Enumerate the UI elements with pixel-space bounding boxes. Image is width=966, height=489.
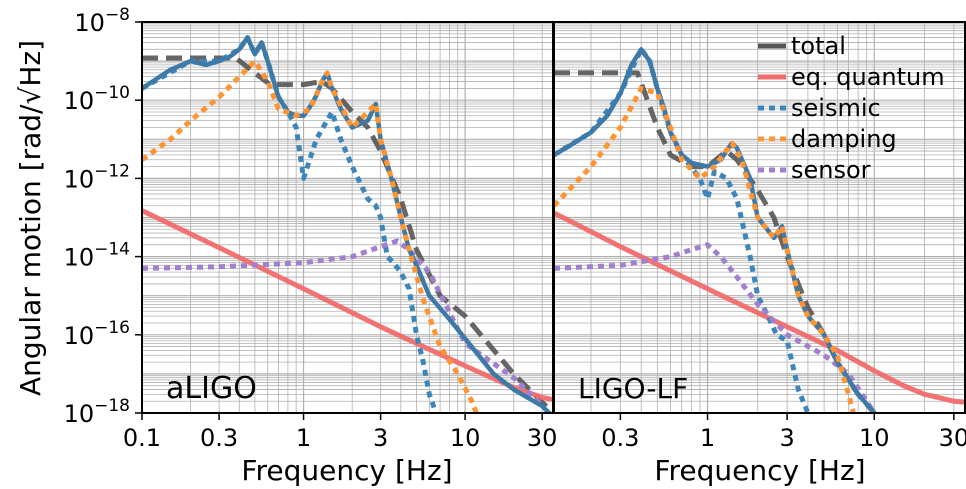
x-tick-label: 0.3 <box>601 424 639 452</box>
legend-label-total: total <box>791 32 846 60</box>
right-panel-label: LIGO-LF <box>578 372 688 405</box>
x-tick-label: 1 <box>296 424 311 452</box>
right-panel-lines <box>554 46 965 413</box>
legend-label-sensor: sensor <box>791 156 871 184</box>
series-eq-quantum <box>142 208 553 403</box>
x-axis-label-right: Frequency [Hz] <box>654 454 865 487</box>
left-panel-label: aLIGO <box>166 371 257 406</box>
y-tick-label: 10−16 <box>64 318 130 350</box>
x-tick-label: 10 <box>859 424 890 452</box>
x-tick-label: 3 <box>779 424 794 452</box>
legend-label-seismic: seismic <box>791 94 881 122</box>
x-tick-label: 1 <box>700 424 715 452</box>
x-tick-label: 10 <box>450 424 481 452</box>
left-panel-grid <box>141 22 553 414</box>
y-tick-label: 10−14 <box>64 240 130 272</box>
y-axis-label: Angular motion [rad/√Hz] <box>14 40 47 396</box>
legend: total eq. quantum seismic damping sensor <box>758 32 945 184</box>
y-tick-label: 10−8 <box>74 5 130 37</box>
legend-label-eq-quantum: eq. quantum <box>791 63 945 91</box>
left-panel-lines <box>142 35 553 413</box>
right-panel-ticks: 0.3 1 3 10 30 <box>601 413 966 452</box>
x-tick-label: 0.1 <box>123 424 161 452</box>
x-axis-label-left: Frequency [Hz] <box>241 454 452 487</box>
series-damping <box>142 58 480 413</box>
y-tick-label: 10−12 <box>64 161 130 193</box>
legend-label-damping: damping <box>791 125 897 153</box>
series-total <box>142 35 553 413</box>
series-dashed-total <box>142 55 553 413</box>
y-tick-label: 10−18 <box>64 396 130 428</box>
x-tick-label: 30 <box>527 424 558 452</box>
x-tick-label: 30 <box>939 424 966 452</box>
right-panel-frame <box>553 21 966 414</box>
left-panel-ticks: 0.1 0.3 1 3 10 30 10−18 10−16 10−14 10−12 10−10 10−… <box>64 5 558 452</box>
x-tick-label: 0.3 <box>200 424 238 452</box>
series-sensor <box>554 242 877 413</box>
series-eq-quantum <box>554 210 965 405</box>
y-tick-label: 10−10 <box>64 83 130 115</box>
x-tick-label: 3 <box>373 424 388 452</box>
series-sensor <box>142 238 544 408</box>
